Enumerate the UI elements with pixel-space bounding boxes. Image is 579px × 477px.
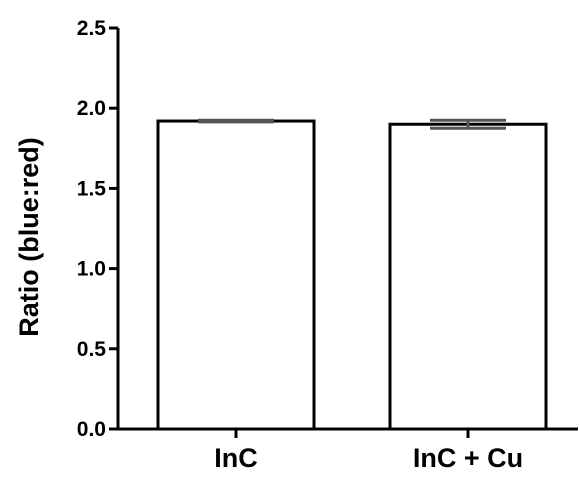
error-bars-layer xyxy=(198,118,506,130)
error-bar-1 xyxy=(198,118,274,124)
x-category-labels: InC InC + Cu xyxy=(214,443,523,473)
y-tick-label: 0.0 xyxy=(77,418,106,441)
axes-layer xyxy=(109,26,578,438)
x-category-label: InC + Cu xyxy=(413,443,523,472)
y-tick-label: 1.5 xyxy=(77,177,107,200)
y-tick-label: 0.5 xyxy=(77,338,107,361)
x-category-label: InC xyxy=(214,443,258,472)
y-tick-labels: 0.0 0.5 1.0 1.5 2.0 2.5 xyxy=(77,17,107,441)
y-tick-label: 2.0 xyxy=(77,97,106,120)
y-axis-title: Ratio (blue:red) xyxy=(14,137,44,337)
bar-1 xyxy=(156,119,316,431)
y-tick-label: 2.5 xyxy=(77,17,107,40)
bars-layer xyxy=(156,119,548,431)
y-tick-label: 1.0 xyxy=(77,258,106,281)
error-bar-2 xyxy=(430,118,506,130)
bar-2 xyxy=(388,122,548,431)
